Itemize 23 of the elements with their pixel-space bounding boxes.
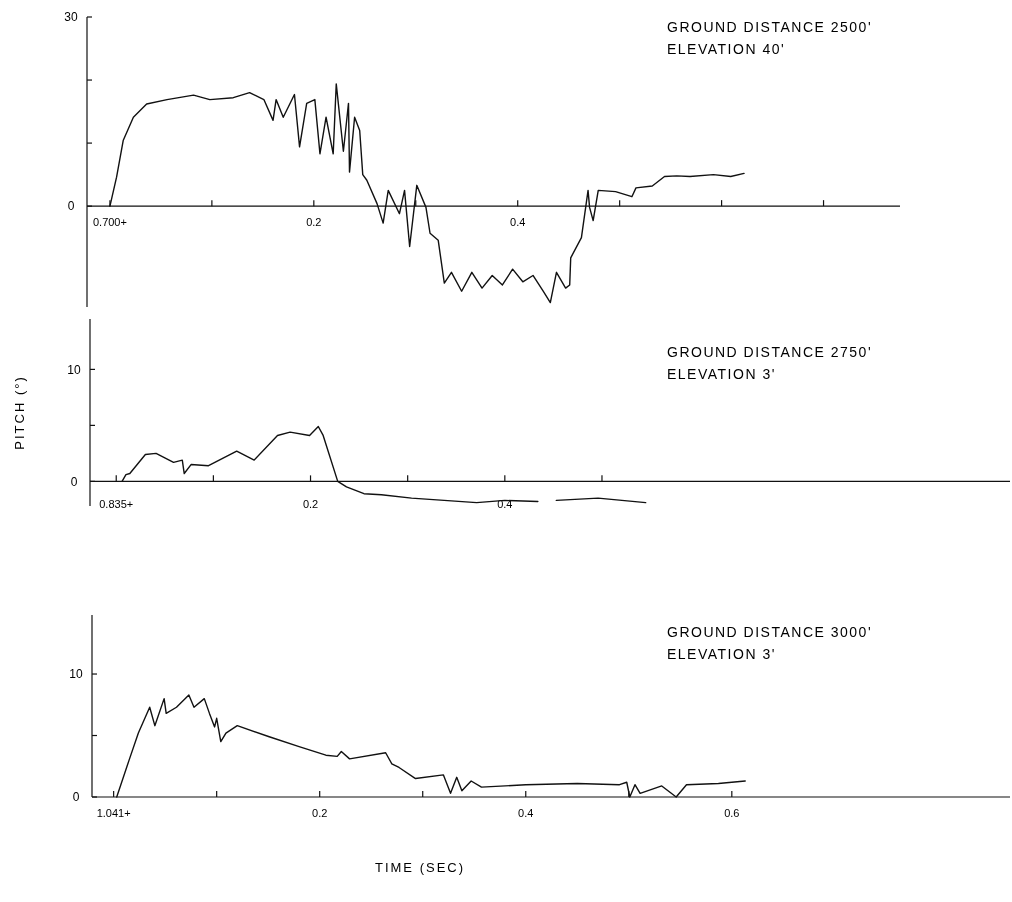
x-tick-label: 0.2 (302, 498, 319, 511)
x-tick-label: 0.835+ (99, 498, 134, 511)
annotation: ELEVATION 3' (667, 366, 776, 382)
annotation: ELEVATION 40' (667, 41, 786, 57)
x-tick-label: 0.4 (518, 807, 534, 819)
y-tick-label: 10 (69, 667, 83, 682)
annotation: GROUND DISTANCE 2750' (667, 344, 873, 360)
x-tick-label: 0.2 (306, 216, 322, 229)
y-tick-label: 10 (67, 362, 81, 377)
annotation: GROUND DISTANCE 3000' (667, 624, 873, 640)
annotation: GROUND DISTANCE 2500' (667, 19, 873, 35)
y-tick-label: 0 (70, 474, 78, 489)
x-tick-label: 1.041+ (96, 807, 131, 819)
y-tick-label: 0 (72, 790, 80, 805)
x-axis-title: TIME (SEC) (374, 860, 466, 875)
y-axis-title: PITCH (°) (12, 375, 27, 450)
annotation: ELEVATION 3' (667, 646, 776, 662)
x-tick-label: 0.4 (510, 216, 526, 229)
x-tick-label: 0.6 (724, 807, 740, 819)
y-tick-label: 30 (64, 10, 78, 25)
x-tick-label: 0.2 (312, 807, 328, 819)
x-tick-label: 0.700+ (92, 216, 127, 229)
y-tick-label: 0 (67, 199, 75, 214)
